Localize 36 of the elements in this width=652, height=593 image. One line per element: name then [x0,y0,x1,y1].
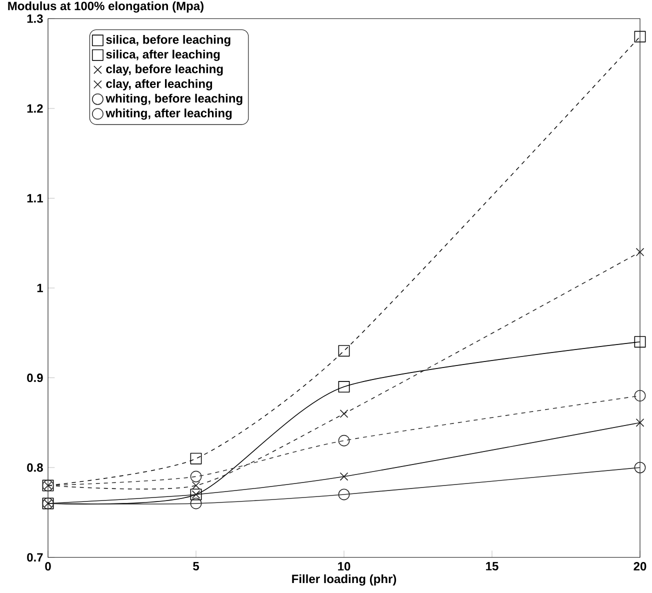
legend-label: clay, after leaching [106,79,212,90]
y-tick-label: 0.8 [27,463,43,472]
x-tick-label: 5 [193,562,200,570]
point [636,248,644,256]
point [636,418,644,427]
legend-label: whiting, before leaching [106,94,242,106]
point [338,434,350,446]
point [338,345,350,357]
point [338,381,350,392]
y-tick-label: 0.9 [27,374,43,382]
point [340,472,348,481]
point [634,30,646,42]
point [340,410,348,418]
point [190,498,202,510]
y-tick-label: 1 [37,284,43,292]
legend-label: silica, after leaching [106,50,220,61]
point [190,452,202,464]
point [190,470,202,482]
x-axis-title: Filler loading (phr) [292,574,396,586]
y-tick-label: 1.2 [27,104,43,113]
point [338,488,350,500]
y-tick-label: 1.1 [27,194,43,202]
x-tick-label: 10 [338,562,350,571]
x-tick-label: 0 [45,562,51,571]
legend-label: silica, before leaching [106,35,230,46]
y-tick-label: 1.3 [27,14,43,23]
point [634,462,646,474]
y-tick-label: 0.7 [27,553,43,562]
legend-label: whiting, after leaching [106,108,232,120]
legend-label: clay, before leaching [106,64,223,76]
point [192,481,200,490]
x-tick-label: 20 [634,562,646,571]
x-tick-label: 15 [486,562,498,570]
point [634,336,646,348]
point [634,390,646,402]
y-axis-title: Modulus at 100% elongation (Mpa) [8,1,204,13]
